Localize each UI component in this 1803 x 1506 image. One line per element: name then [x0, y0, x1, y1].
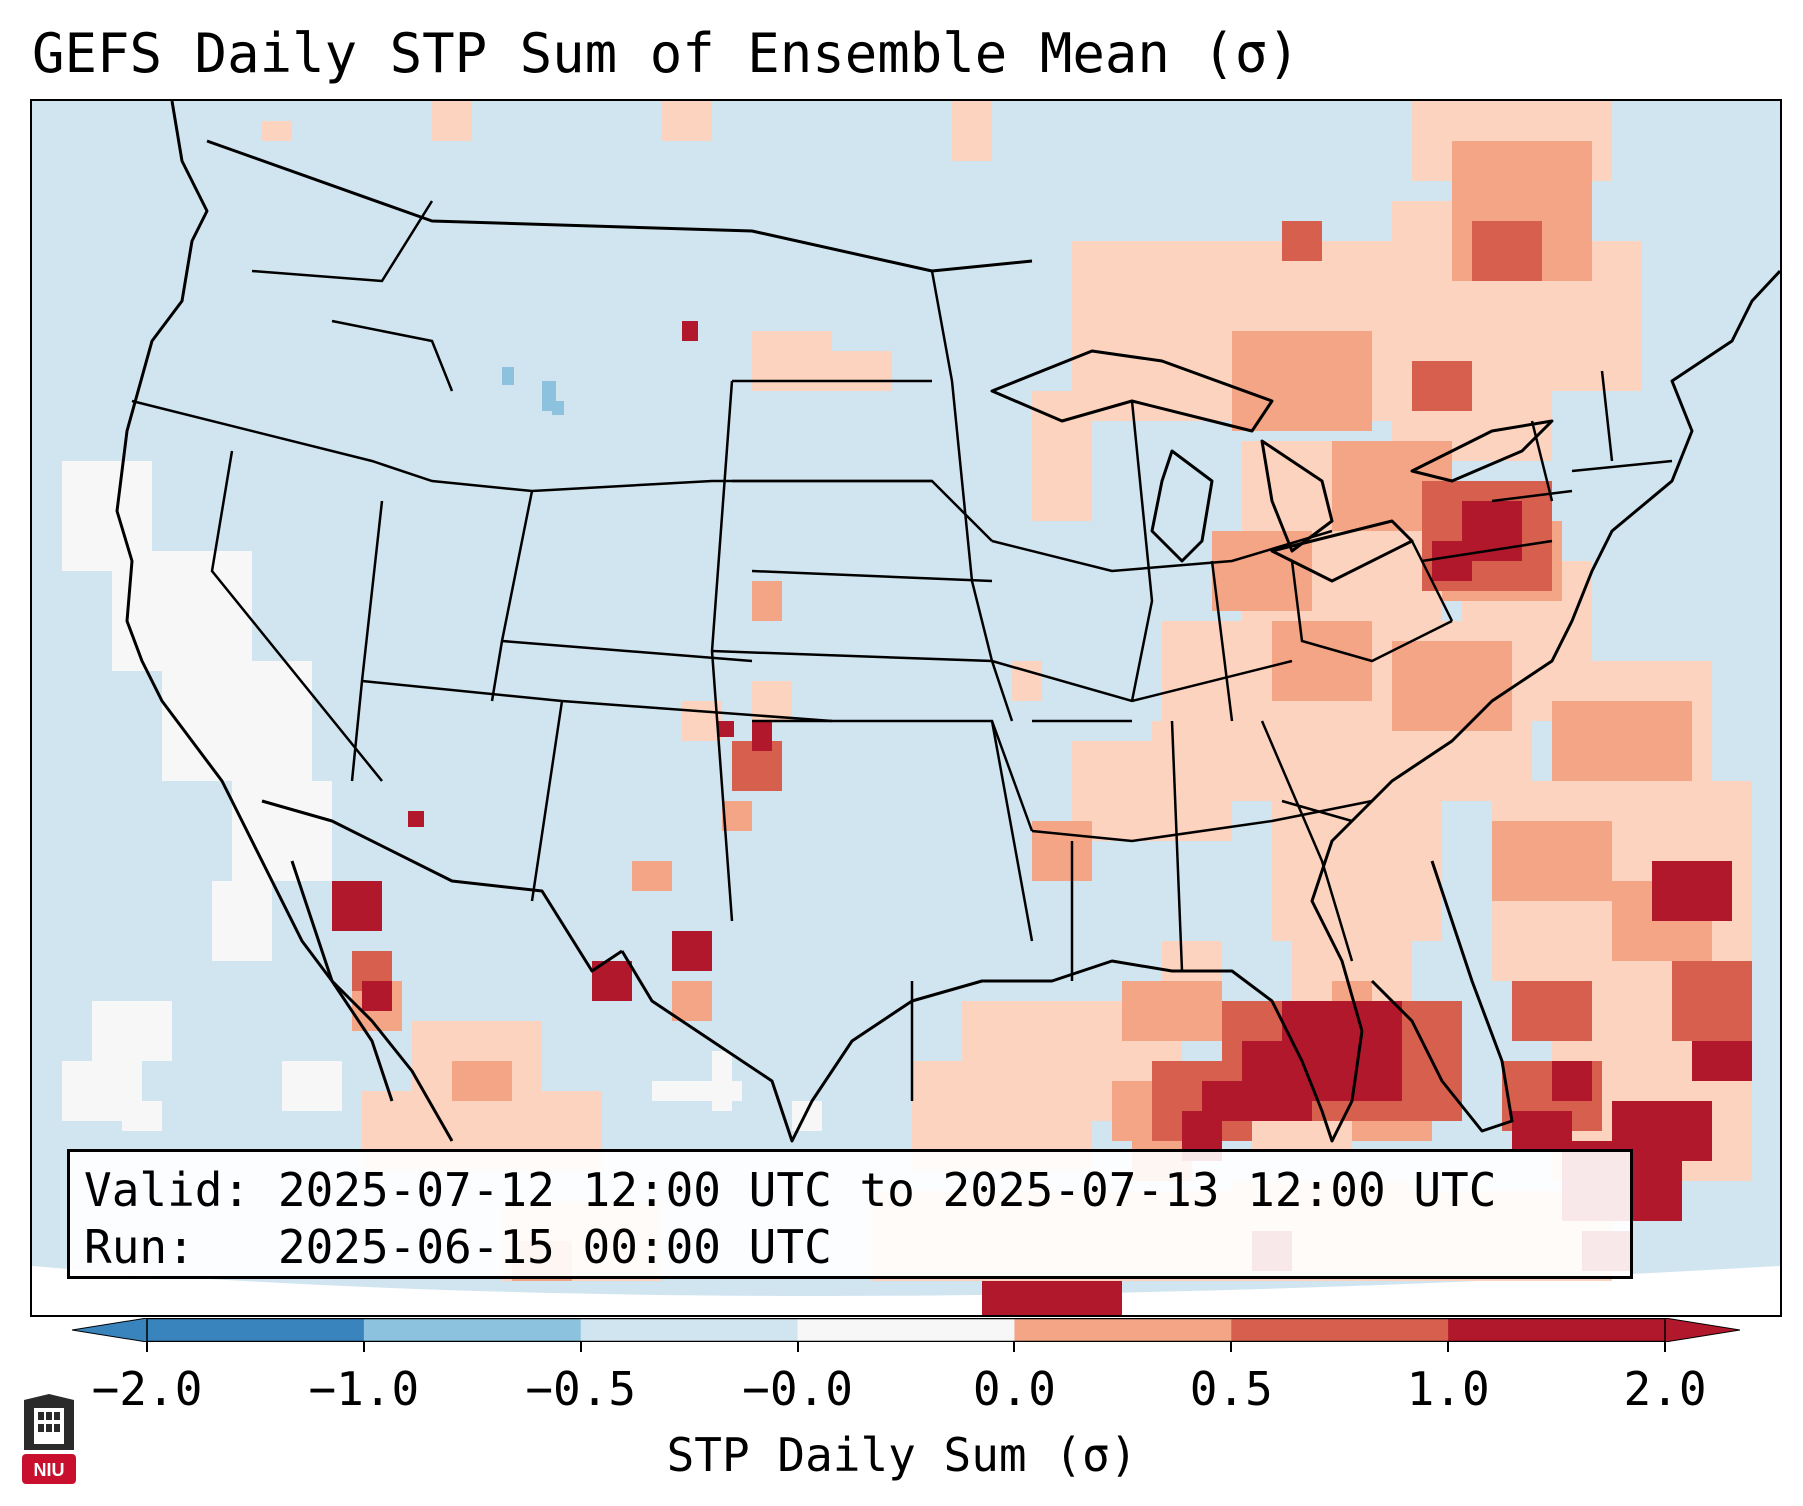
colorbar-tick-label: −2.0: [91, 1362, 203, 1416]
state-borders: [131, 200, 1673, 1101]
valid-time: 2025-07-12 12:00 UTC to 2025-07-13 12:00…: [277, 1163, 1497, 1217]
colorbar-outline: [146, 1318, 1666, 1342]
negative-field: [502, 367, 564, 415]
colorbar-tick-label: 1.0: [1406, 1362, 1490, 1416]
colorbar-segment: [580, 1318, 799, 1342]
colorbar-segment: [1231, 1318, 1449, 1342]
coastlines-and-borders: [115, 101, 1780, 1143]
pacific-near-zero-field: [62, 461, 822, 1131]
colorbar-extend-low: [72, 1318, 148, 1342]
run-time: 2025-06-15 00:00 UTC: [277, 1220, 832, 1274]
validity-info-box: Valid: 2025-07-12 12:00 UTC to 2025-07-1…: [67, 1149, 1633, 1279]
colorbar: [72, 1318, 1740, 1342]
colorbar-segments: [72, 1318, 1740, 1342]
colorbar-segment: [147, 1318, 365, 1342]
colorbar-label: STP Daily Sum (σ): [666, 1428, 1138, 1482]
colorbar-tick-mark: [579, 1342, 582, 1352]
colorbar-tick-mark: [1230, 1342, 1233, 1352]
colorbar-segment: [363, 1318, 582, 1342]
colorbar-tick-mark: [1664, 1342, 1666, 1352]
colorbar-tick-mark: [1013, 1342, 1016, 1352]
colorbar-segment: [797, 1318, 1015, 1342]
niu-logo-icon: NIU: [20, 1392, 78, 1486]
map-panel: [30, 99, 1782, 1317]
run-label: Run:: [84, 1220, 195, 1274]
colorbar-segment: [1448, 1318, 1666, 1342]
colorbar-tick-mark: [1447, 1342, 1450, 1352]
colorbar-tick-label: −0.0: [742, 1362, 853, 1416]
valid-label: Valid:: [84, 1163, 251, 1217]
colorbar-tick-mark: [362, 1342, 365, 1352]
colorbar-tick-mark: [146, 1342, 148, 1352]
map-svg: [32, 101, 1780, 1315]
colorbar-extend-high: [1664, 1318, 1740, 1342]
colorbar-tick-label: −0.5: [525, 1362, 637, 1416]
domain-edge: [32, 1266, 1780, 1315]
colorbar-tick-label: −1.0: [308, 1362, 420, 1416]
colorbar-tick-label: 0.0: [972, 1362, 1056, 1416]
logo-text: NIU: [34, 1460, 65, 1480]
colorbar-tick-label: 0.5: [1189, 1362, 1273, 1416]
colorbar-segment: [1014, 1318, 1232, 1342]
map-title: GEFS Daily STP Sum of Ensemble Mean (σ): [32, 22, 1300, 85]
colorbar-tick-label: 2.0: [1623, 1362, 1707, 1416]
colorbar-tick-mark: [796, 1342, 799, 1352]
